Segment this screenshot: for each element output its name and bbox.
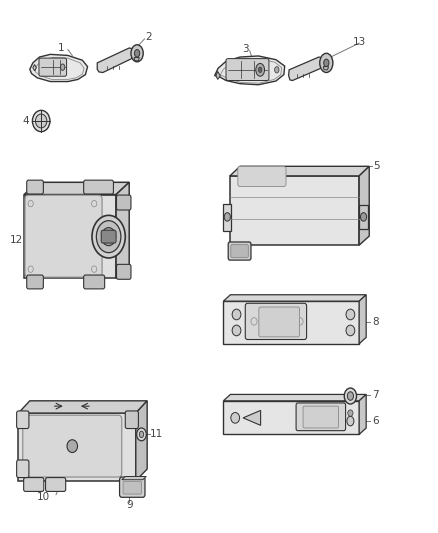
FancyBboxPatch shape xyxy=(27,180,43,194)
Ellipse shape xyxy=(258,67,262,72)
Polygon shape xyxy=(223,401,359,434)
Polygon shape xyxy=(359,166,369,245)
FancyBboxPatch shape xyxy=(24,478,44,491)
Polygon shape xyxy=(122,477,146,480)
Polygon shape xyxy=(289,57,325,80)
Polygon shape xyxy=(359,394,366,434)
Text: 13: 13 xyxy=(353,37,366,46)
FancyBboxPatch shape xyxy=(39,58,67,76)
FancyBboxPatch shape xyxy=(27,275,43,289)
Polygon shape xyxy=(30,54,88,82)
Polygon shape xyxy=(24,182,129,195)
Polygon shape xyxy=(359,205,368,229)
Ellipse shape xyxy=(137,428,146,441)
Polygon shape xyxy=(33,64,36,71)
Ellipse shape xyxy=(232,325,241,336)
Ellipse shape xyxy=(344,388,357,404)
Ellipse shape xyxy=(360,213,367,221)
FancyBboxPatch shape xyxy=(84,275,105,289)
Ellipse shape xyxy=(102,228,116,246)
Polygon shape xyxy=(230,176,359,245)
Ellipse shape xyxy=(134,50,140,57)
Polygon shape xyxy=(223,295,366,301)
FancyBboxPatch shape xyxy=(228,242,251,260)
FancyBboxPatch shape xyxy=(117,195,131,210)
Ellipse shape xyxy=(346,309,355,320)
Ellipse shape xyxy=(32,110,50,132)
Polygon shape xyxy=(323,67,328,70)
FancyBboxPatch shape xyxy=(245,303,307,340)
Ellipse shape xyxy=(346,325,355,336)
Ellipse shape xyxy=(324,59,329,67)
Ellipse shape xyxy=(131,45,143,62)
Ellipse shape xyxy=(35,114,47,128)
FancyBboxPatch shape xyxy=(125,411,138,429)
FancyBboxPatch shape xyxy=(123,481,141,494)
FancyBboxPatch shape xyxy=(238,166,286,187)
Text: 1: 1 xyxy=(58,43,65,53)
Ellipse shape xyxy=(256,63,265,76)
Text: 10: 10 xyxy=(37,492,50,502)
FancyBboxPatch shape xyxy=(231,245,248,257)
Polygon shape xyxy=(18,413,136,481)
Text: 4: 4 xyxy=(22,116,29,126)
FancyBboxPatch shape xyxy=(120,477,145,497)
Polygon shape xyxy=(18,401,147,413)
Polygon shape xyxy=(134,58,139,61)
FancyBboxPatch shape xyxy=(17,411,29,429)
FancyBboxPatch shape xyxy=(46,478,66,491)
FancyBboxPatch shape xyxy=(296,403,346,431)
Text: 11: 11 xyxy=(150,430,163,439)
Text: 5: 5 xyxy=(373,161,380,171)
Ellipse shape xyxy=(347,416,354,426)
FancyBboxPatch shape xyxy=(84,180,113,194)
Ellipse shape xyxy=(224,213,230,221)
Text: 2: 2 xyxy=(145,33,152,42)
Text: 3: 3 xyxy=(242,44,249,54)
Polygon shape xyxy=(136,401,147,481)
Ellipse shape xyxy=(232,309,241,320)
Text: 12: 12 xyxy=(10,235,23,245)
FancyBboxPatch shape xyxy=(117,264,131,279)
Polygon shape xyxy=(215,56,285,85)
FancyBboxPatch shape xyxy=(226,59,269,80)
FancyBboxPatch shape xyxy=(25,195,102,277)
Ellipse shape xyxy=(231,413,240,423)
Polygon shape xyxy=(230,166,369,176)
Polygon shape xyxy=(359,295,366,344)
Polygon shape xyxy=(97,48,136,72)
Text: 8: 8 xyxy=(372,318,379,327)
FancyBboxPatch shape xyxy=(101,230,116,243)
FancyBboxPatch shape xyxy=(23,415,122,477)
Text: 7: 7 xyxy=(372,391,379,400)
Polygon shape xyxy=(116,182,129,278)
FancyBboxPatch shape xyxy=(303,406,339,428)
Ellipse shape xyxy=(320,53,333,72)
Text: 6: 6 xyxy=(372,416,379,426)
Ellipse shape xyxy=(67,440,78,453)
Ellipse shape xyxy=(92,215,125,258)
Polygon shape xyxy=(223,204,231,231)
Ellipse shape xyxy=(60,64,65,70)
Ellipse shape xyxy=(139,431,144,438)
Ellipse shape xyxy=(275,67,279,73)
Polygon shape xyxy=(243,410,261,425)
Ellipse shape xyxy=(96,221,121,253)
FancyBboxPatch shape xyxy=(259,307,300,337)
Polygon shape xyxy=(216,71,220,79)
FancyBboxPatch shape xyxy=(17,460,29,478)
Polygon shape xyxy=(223,301,359,344)
Ellipse shape xyxy=(347,392,353,400)
Polygon shape xyxy=(24,195,116,278)
Ellipse shape xyxy=(348,410,353,416)
Polygon shape xyxy=(223,394,366,401)
Text: 9: 9 xyxy=(126,500,133,510)
